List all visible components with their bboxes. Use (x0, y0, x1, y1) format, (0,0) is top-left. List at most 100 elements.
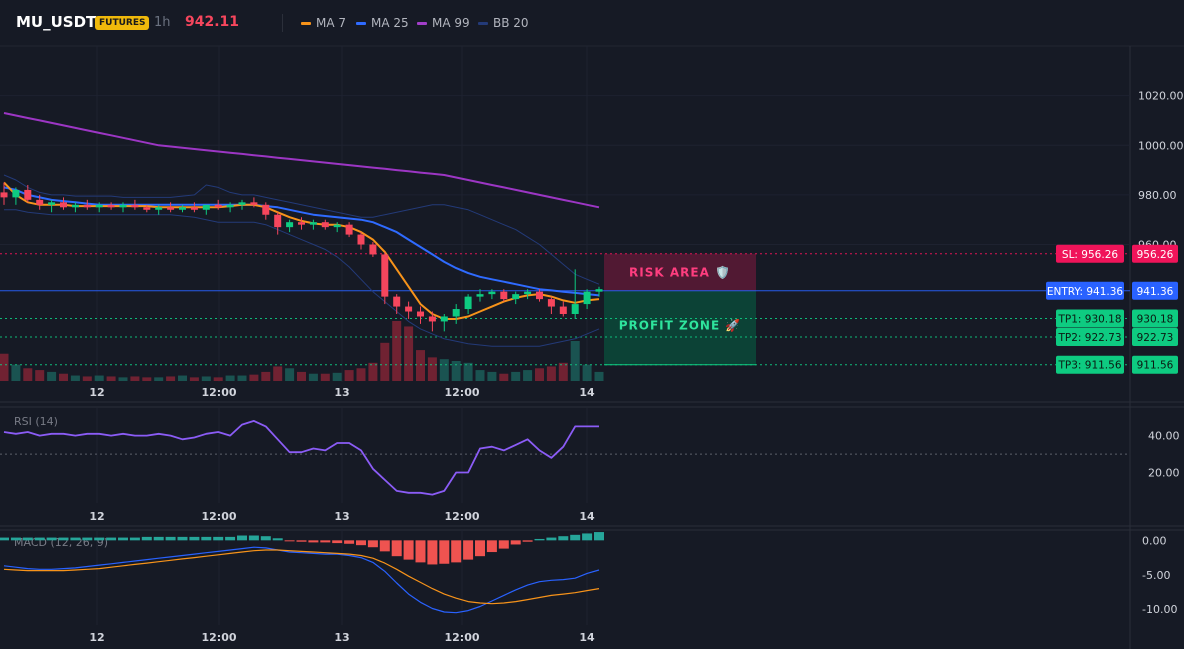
macd-histogram-bar (391, 540, 402, 557)
macd-histogram-bar (129, 537, 140, 541)
candle-body (250, 202, 258, 205)
candle-body (60, 202, 67, 208)
x-tick-label: 12:00 (201, 510, 236, 523)
candle-body (583, 291, 591, 305)
volume-bar (273, 366, 283, 381)
level-tag-text-tp2: TP2: 922.73 (1057, 332, 1121, 344)
candle-body (333, 224, 341, 228)
candle-body (95, 204, 103, 208)
candle-body (107, 204, 115, 208)
macd-line (3, 546, 600, 614)
volume-bar (344, 370, 354, 381)
macd-histogram-bar (320, 540, 331, 543)
legend-label-bb20: BB 20 (493, 16, 529, 30)
candle-body (595, 289, 603, 292)
level-tag-text-tp3: TP3: 911.56 (1057, 360, 1121, 372)
volume-bar (308, 373, 318, 381)
volume-bar (463, 362, 473, 381)
level-tag-entry (1046, 281, 1124, 300)
timeframe-label[interactable]: 1h (154, 15, 171, 30)
legend-ma25[interactable]: MA 25 (356, 16, 409, 30)
macd-histogram-bar (486, 540, 497, 553)
volume-bar (404, 326, 414, 381)
x-tick-label: 13 (334, 386, 349, 399)
candle-body (119, 204, 127, 208)
candle-body (559, 306, 567, 314)
legend-swatch-ma25 (356, 21, 366, 25)
bollinger-upper (3, 174, 600, 285)
macd-histogram-bar (0, 537, 9, 541)
macd-histogram-bar (10, 537, 21, 541)
candle-body (0, 192, 8, 198)
macd-histogram-bar (248, 535, 259, 541)
candle-body (464, 296, 472, 310)
candle-body (405, 306, 413, 312)
volume-bar (94, 375, 104, 381)
macd-histogram-bar (463, 540, 474, 560)
legend-bb20[interactable]: BB 20 (478, 16, 529, 30)
x-tick-label: 14 (579, 631, 595, 644)
volume-bar (332, 372, 342, 381)
macd-histogram-bar (403, 540, 414, 560)
candle-body (214, 204, 222, 208)
candle-body (524, 291, 532, 295)
candle-body (393, 296, 401, 307)
candle-body (226, 204, 234, 208)
volume-bar (427, 357, 437, 381)
macd-histogram-bar (498, 540, 509, 549)
macd-histogram-bar (46, 537, 57, 541)
chart-header: MU_USDT FUTURES 1h 942.11 MA 7 MA 25 MA … (0, 0, 1184, 46)
price-axis-text-tp1: 930.18 (1137, 314, 1174, 326)
macd-histogram-bar (594, 532, 604, 541)
volume-bar (594, 371, 604, 381)
candle-body (83, 204, 91, 208)
candle-body (155, 207, 163, 210)
bollinger-lower (4, 209, 600, 347)
candle-body (417, 311, 424, 317)
symbol-title[interactable]: MU_USDT (16, 13, 97, 31)
macd-histogram-bar (225, 536, 236, 541)
candle-body (357, 234, 365, 245)
macd-histogram-bar (534, 538, 545, 541)
macd-histogram-bar (165, 536, 176, 541)
volume-bar (320, 373, 330, 381)
price-axis-text-tp3: 911.56 (1137, 360, 1174, 372)
volume-bar (0, 353, 9, 381)
macd-histogram-bar (22, 537, 33, 541)
candle-body (286, 222, 294, 228)
legend-swatch-ma7 (301, 21, 311, 25)
volume-bar (546, 366, 556, 381)
candle-body (488, 291, 496, 295)
y-tick-label: 1000.00 (1138, 139, 1184, 152)
legend-label-ma7: MA 7 (316, 16, 347, 30)
price-axis-text-entry: 941.36 (1137, 286, 1174, 298)
x-tick-label: 12:00 (201, 631, 236, 644)
profit-zone-label: PROFIT ZONE 🚀 (619, 319, 742, 333)
volume-bar (392, 321, 402, 381)
volume-bar (23, 368, 33, 381)
macd-histogram-bar (141, 536, 152, 541)
volume-bar (201, 376, 211, 381)
ma25-line (3, 186, 600, 297)
legend-ma99[interactable]: MA 99 (417, 16, 470, 30)
legend-swatch-ma99 (417, 21, 427, 25)
macd-histogram-bar (94, 537, 105, 541)
volume-bar (35, 370, 45, 381)
macd-y-tick: 0.00 (1142, 534, 1167, 547)
y-tick-label: 980.00 (1138, 189, 1177, 202)
price-axis-tag-entry (1132, 281, 1178, 300)
volume-bar (70, 375, 80, 381)
candle-body (262, 204, 270, 215)
level-tag-tp3 (1056, 355, 1124, 374)
x-tick-label: 12 (89, 631, 104, 644)
candle-body (190, 207, 198, 210)
macd-y-tick: -10.00 (1142, 603, 1177, 616)
legend-ma7[interactable]: MA 7 (301, 16, 346, 30)
legend-swatch-bb20 (478, 21, 488, 25)
macd-histogram-bar (70, 537, 81, 541)
volume-bar (416, 350, 425, 381)
macd-histogram-bar (177, 536, 188, 541)
price-axis-tag-tp2 (1132, 328, 1178, 347)
volume-bar (118, 377, 128, 381)
